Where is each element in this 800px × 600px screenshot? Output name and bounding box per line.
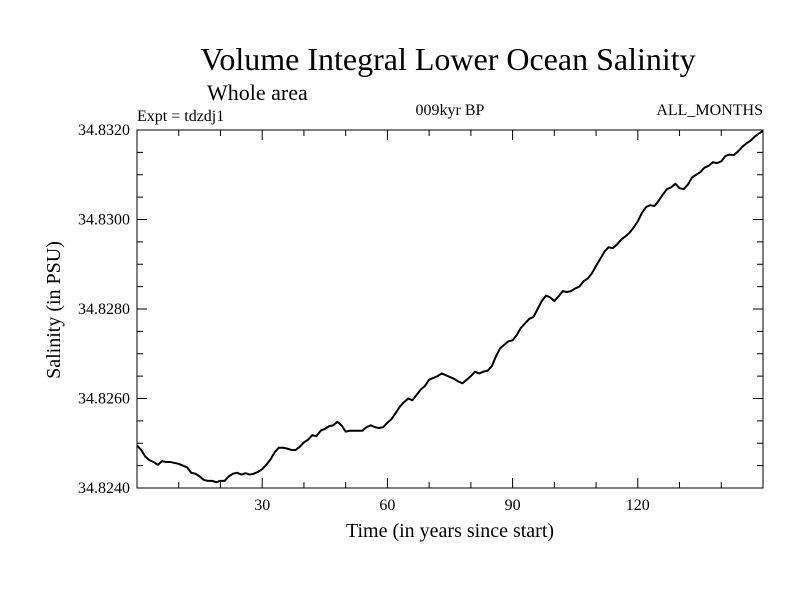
x-tick-labels: 30 60 90 120 xyxy=(254,497,650,514)
chart-title: Volume Integral Lower Ocean Salinity xyxy=(200,41,695,77)
y-tick-label: 34.8320 xyxy=(78,122,130,139)
series-line xyxy=(136,130,764,484)
y-tick-label: 34.8240 xyxy=(78,480,130,497)
y-tick-label: 34.8280 xyxy=(78,301,130,318)
months-label: ALL_MONTHS xyxy=(656,102,763,119)
axis-ticks xyxy=(137,130,763,488)
y-tick-label: 34.8260 xyxy=(78,391,130,408)
experiment-label: Expt = tdzdj1 xyxy=(137,108,224,125)
x-tick-label: 30 xyxy=(254,497,270,514)
chart-subtitle: Whole area xyxy=(207,80,308,105)
plot-frame xyxy=(136,129,764,489)
y-axis-label: Salinity (in PSU) xyxy=(43,241,65,379)
y-tick-labels: 34.8240 34.8260 34.8280 34.8300 34.8320 xyxy=(78,122,130,497)
x-tick-label: 60 xyxy=(379,497,395,514)
x-axis-label: Time (in years since start) xyxy=(346,520,554,542)
y-tick-label: 34.8300 xyxy=(78,212,130,229)
x-tick-label: 90 xyxy=(505,497,521,514)
period-label: 009kyr BP xyxy=(416,102,485,119)
series-group xyxy=(136,130,764,484)
x-tick-label: 120 xyxy=(626,497,650,514)
